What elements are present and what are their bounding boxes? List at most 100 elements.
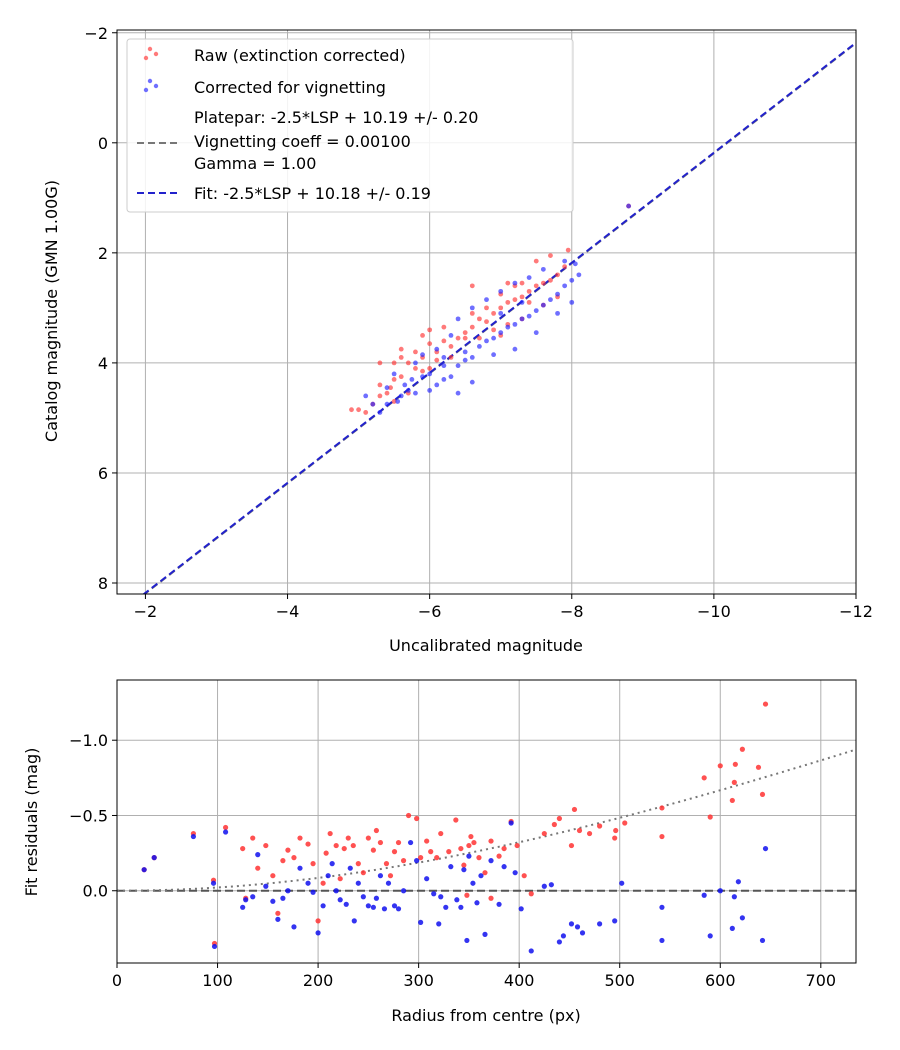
corrected-point [498,288,504,294]
residual-corrected-point [448,864,454,870]
residual-corrected-point [619,880,625,886]
residual-corrected-point [612,918,618,924]
residual-corrected-point [370,904,376,910]
raw-point [469,310,475,316]
residual-corrected-point [407,839,414,846]
residual-corrected-point [659,937,665,944]
residual-corrected-point [729,925,735,931]
raw-point [398,354,404,360]
raw-point [562,264,568,270]
top-ticks: −2 −4 −6 −8 −10 −12 −2 0 2 4 6 8 [84,24,872,621]
residual-raw-point [418,855,424,861]
residual-corrected-point [333,888,339,894]
residual-corrected-point [337,897,343,903]
bottom-x-tick-label: 300 [403,971,434,990]
residual-raw-point [541,830,547,837]
residual-raw-point [355,861,361,867]
residual-corrected-point [574,924,581,930]
residual-corrected-point [466,853,472,859]
residual-raw-point [612,835,618,841]
residual-raw-point [613,827,619,834]
residual-raw-point [458,845,464,852]
raw-point [548,277,553,283]
raw-point [427,327,433,333]
residual-corrected-point [759,937,766,944]
raw-point [476,316,482,322]
residual-raw-point [395,839,402,846]
raw-point [413,349,418,355]
residual-raw-point [377,839,384,846]
raw-point [519,294,525,300]
corrected-point [395,399,401,404]
residual-corrected-point [548,882,554,888]
raw-point [377,393,383,399]
corrected-point [526,275,532,281]
residual-raw-point [659,805,665,811]
residual-corrected-point [488,858,494,864]
residual-corrected-point [659,904,665,910]
residual-corrected-point [151,855,157,861]
raw-point [533,283,539,289]
corrected-point [576,272,582,278]
residual-corrected-point [474,900,480,906]
raw-point [420,332,425,338]
residual-raw-point [732,761,738,767]
corrected-point [462,357,468,363]
corrected-point [427,388,433,393]
top-x-tick-label: −4 [276,602,300,621]
corrected-point [569,277,575,283]
residual-raw-point [320,880,326,886]
residual-corrected-point [351,918,357,924]
residual-raw-point [471,839,477,846]
corrected-point [434,382,440,388]
raw-point [533,258,539,264]
bottom-x-tick-label: 100 [202,971,233,990]
residual-corrected-point [556,939,562,945]
residual-corrected-point [395,906,402,912]
bottom-x-tick-label: 500 [604,971,635,990]
raw-point [512,297,518,303]
corrected-point [420,374,425,380]
top-x-tick-label: −12 [839,602,873,621]
residual-raw-point [323,850,329,856]
corrected-point [505,324,511,330]
residual-corrected-point [464,937,470,944]
top-y-tick-label: 0 [98,134,108,153]
residual-corrected-point [347,865,353,871]
residual-corrected-point [496,901,502,907]
top-x-tick-label: −10 [697,602,731,621]
residual-raw-point [310,861,316,867]
raw-point [555,272,560,278]
raw-point [484,319,489,325]
residual-raw-point [468,833,474,840]
top-x-axis-label: Uncalibrated magnitude [389,636,583,655]
residual-corrected-point [285,888,291,894]
residual-corrected-point [512,870,518,876]
corrected-point [498,310,504,316]
residual-corrected-point [373,895,380,901]
residual-raw-point [424,838,430,844]
raw-point [526,288,532,294]
bottom-y-tick-label: −0.5 [69,806,108,825]
raw-point [448,354,454,360]
residual-corrected-point [315,930,321,936]
residual-corrected-point [381,906,388,912]
raw-point [505,299,511,305]
legend-raw-dot [153,51,159,57]
corrected-point [519,316,525,322]
residual-corrected-point [280,895,286,901]
residual-corrected-point [762,845,769,852]
bottom-x-axis-label: Radius from centre (px) [391,1006,580,1025]
residual-raw-point [528,891,534,897]
bottom-x-tick-label: 0 [112,971,122,990]
residual-corrected-point [431,891,437,897]
residual-raw-point [280,858,286,864]
residual-raw-point [345,835,351,841]
corrected-point [548,297,553,303]
residual-corrected-point [400,888,407,894]
residual-raw-point [222,824,229,831]
residual-raw-point [476,855,482,861]
corrected-point [562,258,568,264]
corrected-point [370,401,376,407]
corrected-point [555,291,560,297]
